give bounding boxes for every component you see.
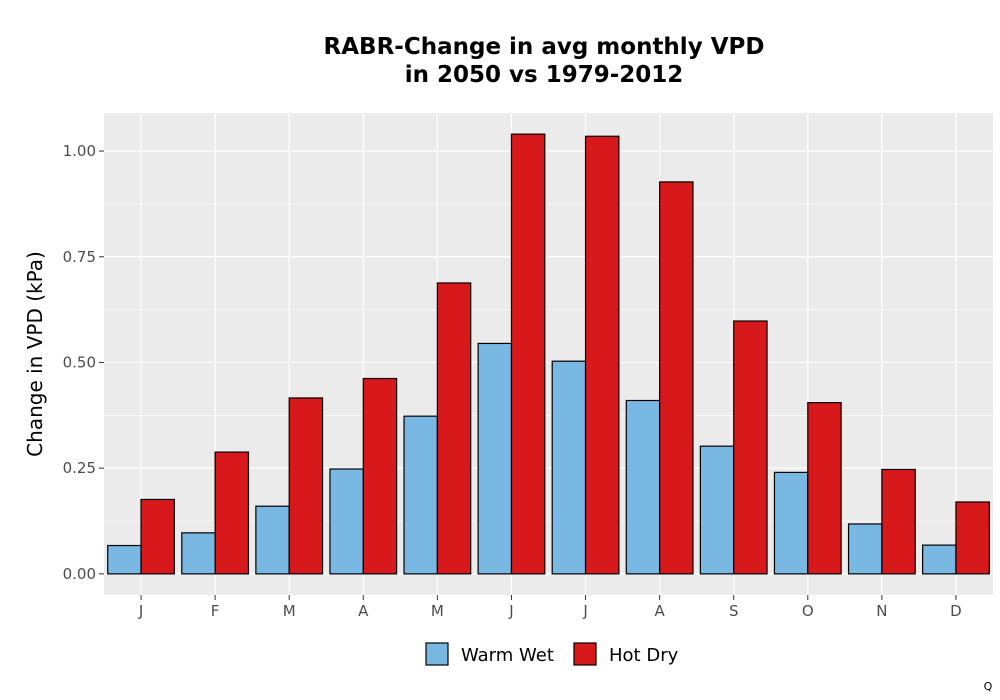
- bar: [699, 445, 735, 575]
- x-tick-label: M: [431, 602, 444, 620]
- bar: [551, 360, 587, 575]
- bar: [214, 451, 250, 575]
- bar: [362, 377, 398, 575]
- legend-label: Warm Wet: [461, 645, 554, 666]
- y-tick-label: 0.75: [63, 248, 96, 266]
- x-tick-label: J: [582, 602, 587, 620]
- bar: [181, 532, 216, 575]
- bar: [403, 415, 438, 575]
- bar: [773, 471, 809, 575]
- corner-note: Q: [984, 680, 993, 693]
- legend: Warm Wet Hot Dry: [425, 642, 679, 666]
- x-tick-label: J: [508, 602, 513, 620]
- plot-panel: [104, 113, 993, 595]
- x-tick-label: M: [283, 602, 296, 620]
- bar: [255, 505, 290, 575]
- bar: [955, 501, 990, 575]
- x-tick-label: A: [358, 602, 369, 620]
- legend-swatch: [573, 642, 597, 666]
- x-tick-label: S: [729, 602, 739, 620]
- x-tick-label: J: [138, 602, 143, 620]
- bar: [625, 399, 661, 575]
- bar: [477, 342, 513, 575]
- bar: [922, 544, 957, 575]
- y-tick-label: 0.00: [63, 565, 96, 583]
- y-axis-title: Change in VPD (kPa): [23, 251, 47, 457]
- bar: [436, 282, 472, 575]
- y-tick-label: 1.00: [63, 142, 96, 160]
- x-tick-label: N: [876, 602, 887, 620]
- bar: [140, 498, 175, 575]
- bar: [584, 135, 620, 575]
- y-tick-label: 0.50: [63, 353, 96, 371]
- legend-swatch: [425, 642, 449, 666]
- bar: [733, 320, 768, 575]
- y-tick-label: 0.25: [63, 459, 96, 477]
- y-axis: 0.00 0.25 0.50 0.75 1.00: [63, 142, 104, 583]
- x-tick-label: F: [211, 602, 220, 620]
- x-tick-label: O: [802, 602, 814, 620]
- x-tick-label: D: [950, 602, 962, 620]
- x-tick-label: A: [654, 602, 665, 620]
- bar: [288, 397, 324, 575]
- chart-title-line-2: in 2050 vs 1979-2012: [405, 62, 684, 88]
- bar: [107, 544, 142, 575]
- chart-title-line-1: RABR-Change in avg monthly VPD: [324, 34, 765, 60]
- legend-label: Hot Dry: [609, 645, 679, 666]
- bar: [847, 523, 883, 575]
- bars: [107, 133, 990, 575]
- bar: [807, 402, 842, 575]
- bar: [510, 133, 546, 575]
- bar: [659, 181, 694, 575]
- bar: [329, 468, 364, 575]
- bar: [881, 468, 916, 575]
